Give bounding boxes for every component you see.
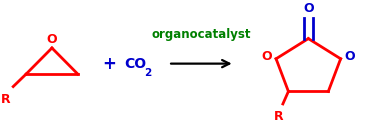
- Text: O: O: [345, 50, 355, 63]
- Text: organocatalyst: organocatalyst: [152, 28, 251, 41]
- Text: O: O: [46, 33, 57, 46]
- Text: O: O: [262, 50, 272, 63]
- Text: R: R: [1, 93, 11, 106]
- Text: CO: CO: [124, 57, 146, 71]
- Text: +: +: [102, 55, 116, 73]
- Text: R: R: [274, 110, 284, 123]
- Text: 2: 2: [144, 68, 151, 78]
- Text: O: O: [303, 2, 314, 15]
